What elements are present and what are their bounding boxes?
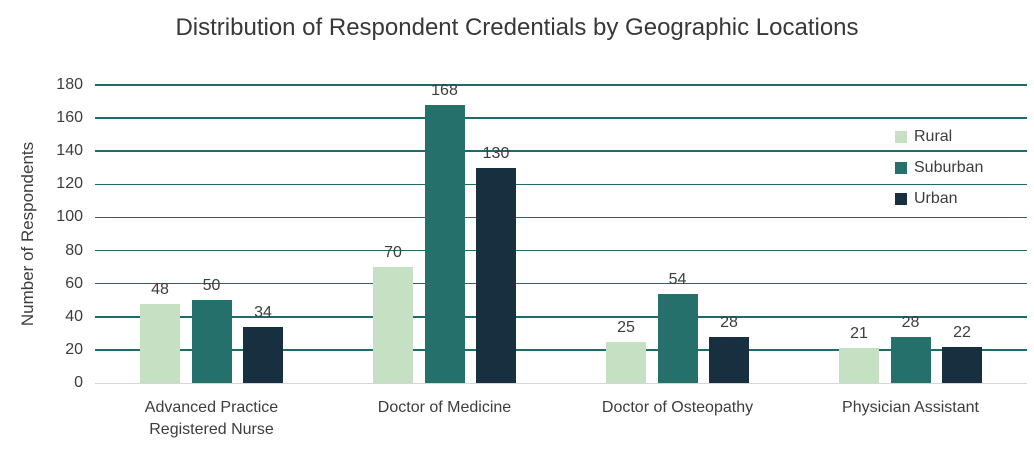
- gridline: [95, 84, 1027, 86]
- bar-suburban-advanced-practice-registered-nurse: [191, 300, 232, 383]
- legend: Rural Suburban Urban: [891, 125, 1001, 218]
- legend-item-suburban: Suburban: [891, 156, 1001, 180]
- gridline: [95, 282, 1027, 285]
- bar-rural-doctor-of-medicine: [373, 267, 413, 383]
- y-tick-label: 120: [56, 175, 83, 193]
- gridline: [95, 316, 1027, 318]
- value-label: 28: [901, 313, 920, 331]
- gridline: [95, 216, 1027, 219]
- bar-rural-advanced-practice-registered-nurse: [140, 303, 180, 383]
- value-label: 21: [850, 325, 868, 343]
- y-tick-label: 140: [56, 142, 83, 160]
- x-category-label: Doctor of Osteopathy: [601, 399, 754, 416]
- bar-urban-doctor-of-medicine: [476, 167, 516, 383]
- y-tick-label: 80: [65, 241, 83, 259]
- chart-title: Distribution of Respondent Credentials b…: [175, 14, 859, 41]
- y-axis-title: Number of Respondents: [18, 141, 37, 327]
- gridline: [95, 183, 1027, 186]
- gridline: [95, 150, 1027, 152]
- legend-swatch-rural: [895, 131, 907, 143]
- y-tick-label: 20: [65, 340, 83, 358]
- legend-item-rural: Rural: [891, 125, 1001, 149]
- y-tick-label: 0: [74, 374, 83, 391]
- legend-swatch-urban: [895, 193, 907, 205]
- value-label: 168: [431, 81, 458, 99]
- bar-suburban-physician-assistant: [890, 336, 931, 383]
- x-category-label: Physician Assistant: [842, 399, 979, 416]
- value-label: 70: [384, 244, 402, 262]
- y-tick-label: 60: [65, 274, 83, 292]
- bar-urban-doctor-of-osteopathy: [709, 336, 749, 383]
- legend-label: Rural: [914, 128, 953, 145]
- gridline: [95, 349, 1027, 351]
- y-tick-label: 40: [65, 307, 83, 325]
- bar-rural-doctor-of-osteopathy: [606, 341, 646, 383]
- x-category-label: Advanced Practice Registered Nurse: [144, 399, 279, 438]
- value-label: 54: [668, 270, 687, 288]
- plot-area: 0 20 40 60 80 100 120 140 160 180 48 50 34 Advanced P…: [56, 76, 1027, 438]
- value-label: 25: [617, 318, 635, 336]
- bar-urban-physician-assistant: [942, 346, 982, 383]
- legend-label: Suburban: [914, 159, 984, 176]
- legend-item-urban: Urban: [891, 187, 1001, 211]
- y-tick-label: 100: [56, 208, 83, 226]
- value-label: 22: [953, 323, 971, 341]
- gridline: [95, 117, 1027, 119]
- x-category-label: Doctor of Medicine: [377, 399, 512, 416]
- bar-urban-advanced-practice-registered-nurse: [243, 326, 283, 383]
- value-label: 130: [482, 144, 510, 162]
- legend-label: Urban: [914, 190, 958, 207]
- value-label: 34: [254, 303, 272, 321]
- x-axis-line: [95, 383, 1027, 384]
- value-label: 50: [202, 277, 221, 295]
- bar-suburban-doctor-of-osteopathy: [657, 293, 698, 383]
- bar-rural-physician-assistant: [839, 348, 879, 383]
- value-label: 28: [720, 313, 738, 331]
- y-tick-label: 160: [56, 109, 83, 127]
- value-label: 48: [151, 280, 169, 298]
- gridline: [95, 249, 1027, 252]
- y-tick-label: 180: [56, 76, 83, 93]
- bar-suburban-doctor-of-medicine: [424, 104, 465, 383]
- legend-swatch-suburban: [895, 162, 907, 174]
